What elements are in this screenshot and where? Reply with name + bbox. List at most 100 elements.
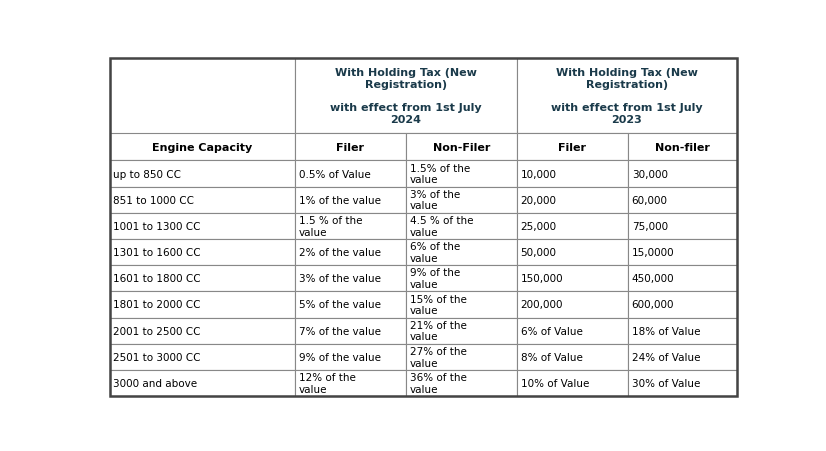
Text: 1.5% of the
value: 1.5% of the value bbox=[410, 163, 470, 185]
Text: 1.5 % of the
value: 1.5 % of the value bbox=[298, 216, 362, 237]
Bar bbox=[517, 266, 628, 292]
Bar bbox=[295, 60, 517, 133]
Text: Non-Filer: Non-Filer bbox=[433, 142, 490, 152]
Bar bbox=[406, 133, 517, 161]
Text: 3% of the value: 3% of the value bbox=[298, 274, 381, 284]
Text: 0.5% of Value: 0.5% of Value bbox=[298, 169, 370, 179]
Bar bbox=[517, 60, 737, 133]
Text: 3000 and above: 3000 and above bbox=[113, 378, 197, 388]
Bar bbox=[406, 292, 517, 318]
Bar bbox=[295, 292, 406, 318]
Bar bbox=[110, 161, 295, 187]
Bar bbox=[406, 370, 517, 396]
Text: 200,000: 200,000 bbox=[520, 300, 563, 310]
Text: up to 850 CC: up to 850 CC bbox=[113, 169, 182, 179]
Text: 60,000: 60,000 bbox=[632, 195, 667, 205]
Bar bbox=[295, 266, 406, 292]
Text: 6% of Value: 6% of Value bbox=[520, 326, 582, 336]
Text: With Holding Tax (New
Registration)

with effect from 1st July
2024: With Holding Tax (New Registration) with… bbox=[330, 68, 482, 124]
Bar bbox=[406, 161, 517, 187]
Bar bbox=[406, 213, 517, 239]
Bar bbox=[110, 266, 295, 292]
Bar bbox=[628, 239, 737, 266]
Text: Engine Capacity: Engine Capacity bbox=[152, 142, 252, 152]
Text: Filer: Filer bbox=[558, 142, 586, 152]
Bar bbox=[110, 344, 295, 370]
Bar bbox=[295, 213, 406, 239]
Bar bbox=[628, 292, 737, 318]
Text: 75,000: 75,000 bbox=[632, 221, 667, 231]
Text: 10,000: 10,000 bbox=[520, 169, 557, 179]
Bar bbox=[406, 344, 517, 370]
Text: 2501 to 3000 CC: 2501 to 3000 CC bbox=[113, 352, 201, 362]
Bar bbox=[628, 161, 737, 187]
Text: 27% of the
value: 27% of the value bbox=[410, 346, 467, 368]
Text: 1301 to 1600 CC: 1301 to 1600 CC bbox=[113, 248, 201, 258]
Text: 600,000: 600,000 bbox=[632, 300, 674, 310]
Bar bbox=[628, 318, 737, 344]
Bar bbox=[406, 266, 517, 292]
Text: With Holding Tax (New
Registration)

with effect from 1st July
2023: With Holding Tax (New Registration) with… bbox=[551, 68, 703, 124]
Text: 15,0000: 15,0000 bbox=[632, 248, 674, 258]
Bar bbox=[295, 133, 406, 161]
Bar bbox=[517, 344, 628, 370]
Text: Non-filer: Non-filer bbox=[655, 142, 710, 152]
Bar bbox=[517, 239, 628, 266]
Text: 1% of the value: 1% of the value bbox=[298, 195, 381, 205]
Text: 450,000: 450,000 bbox=[632, 274, 674, 284]
Text: 12% of the
value: 12% of the value bbox=[298, 373, 355, 394]
Text: 2001 to 2500 CC: 2001 to 2500 CC bbox=[113, 326, 201, 336]
Bar bbox=[517, 318, 628, 344]
Text: 6% of the
value: 6% of the value bbox=[410, 242, 460, 263]
Bar bbox=[110, 318, 295, 344]
Bar bbox=[406, 187, 517, 213]
Text: 3% of the
value: 3% of the value bbox=[410, 189, 460, 211]
Text: 10% of Value: 10% of Value bbox=[520, 378, 589, 388]
Text: 1801 to 2000 CC: 1801 to 2000 CC bbox=[113, 300, 201, 310]
Bar bbox=[517, 187, 628, 213]
Text: Filer: Filer bbox=[336, 142, 364, 152]
Bar bbox=[628, 213, 737, 239]
Bar bbox=[110, 187, 295, 213]
Text: 30,000: 30,000 bbox=[632, 169, 667, 179]
Bar bbox=[295, 344, 406, 370]
Bar bbox=[517, 292, 628, 318]
Bar bbox=[295, 161, 406, 187]
Text: 30% of Value: 30% of Value bbox=[632, 378, 700, 388]
Bar bbox=[406, 239, 517, 266]
Text: 9% of the value: 9% of the value bbox=[298, 352, 381, 362]
Bar bbox=[110, 213, 295, 239]
Bar bbox=[628, 370, 737, 396]
Bar bbox=[517, 161, 628, 187]
Text: 7% of the value: 7% of the value bbox=[298, 326, 381, 336]
Bar bbox=[406, 318, 517, 344]
Bar bbox=[110, 60, 295, 161]
Bar bbox=[295, 318, 406, 344]
Text: 2% of the value: 2% of the value bbox=[298, 248, 381, 258]
Bar bbox=[110, 370, 295, 396]
Bar bbox=[295, 187, 406, 213]
Text: 1001 to 1300 CC: 1001 to 1300 CC bbox=[113, 221, 201, 231]
Bar bbox=[517, 133, 628, 161]
Text: 15% of the
value: 15% of the value bbox=[410, 294, 467, 316]
Bar bbox=[517, 213, 628, 239]
Bar bbox=[295, 370, 406, 396]
Text: 20,000: 20,000 bbox=[520, 195, 557, 205]
Text: 8% of Value: 8% of Value bbox=[520, 352, 582, 362]
Text: 150,000: 150,000 bbox=[520, 274, 563, 284]
Text: 1601 to 1800 CC: 1601 to 1800 CC bbox=[113, 274, 201, 284]
Bar bbox=[628, 344, 737, 370]
Bar bbox=[110, 239, 295, 266]
Bar bbox=[628, 266, 737, 292]
Text: 4.5 % of the
value: 4.5 % of the value bbox=[410, 216, 473, 237]
Text: 9% of the
value: 9% of the value bbox=[410, 268, 460, 290]
Text: 5% of the value: 5% of the value bbox=[298, 300, 381, 310]
Text: 25,000: 25,000 bbox=[520, 221, 557, 231]
Bar bbox=[295, 239, 406, 266]
Bar bbox=[628, 133, 737, 161]
Bar bbox=[110, 292, 295, 318]
Bar bbox=[628, 187, 737, 213]
Text: 18% of Value: 18% of Value bbox=[632, 326, 700, 336]
Text: 36% of the
value: 36% of the value bbox=[410, 373, 467, 394]
Text: 21% of the
value: 21% of the value bbox=[410, 320, 467, 342]
